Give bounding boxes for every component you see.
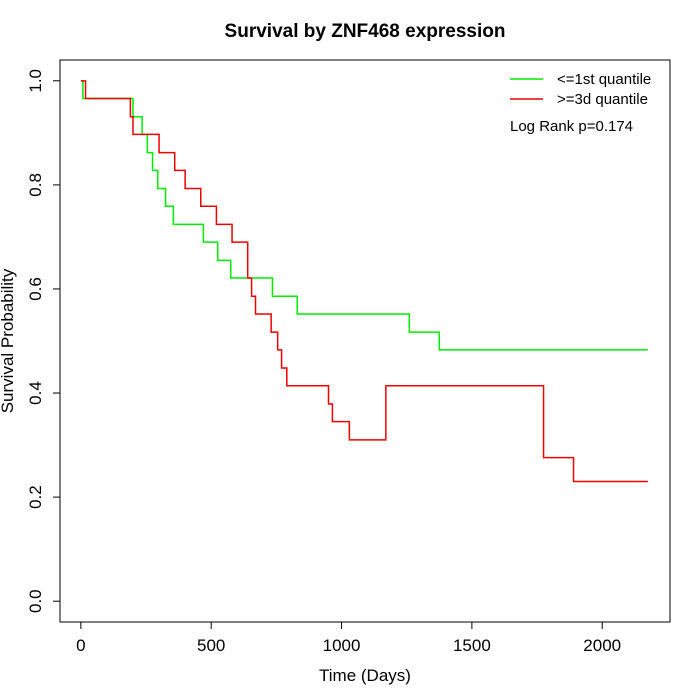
legend-label-low: <=1st quantile — [557, 71, 651, 88]
x-tick-label: 1500 — [453, 636, 491, 655]
y-axis: 0.0 0.2 0.4 0.6 0.8 1.0 — [26, 69, 61, 613]
x-axis-label: Time (Days) — [319, 666, 411, 685]
x-tick-label: 2000 — [583, 636, 621, 655]
y-tick-label: 0.4 — [26, 381, 45, 405]
y-tick-label: 0.0 — [26, 589, 45, 613]
log-rank-annotation: Log Rank p=0.174 — [510, 118, 633, 135]
y-tick-label: 0.6 — [26, 277, 45, 301]
series-layer — [80, 80, 648, 483]
y-tick-label: 0.8 — [26, 173, 45, 197]
legend: <=1st quantile >=3d quantile — [510, 71, 651, 108]
legend-label-high: >=3d quantile — [557, 91, 648, 108]
x-axis: 0 500 1000 1500 2000 — [76, 621, 621, 655]
chart-title: Survival by ZNF468 expression — [225, 21, 506, 42]
survival-curve-low — [80, 80, 648, 351]
x-tick-label: 0 — [76, 636, 85, 655]
x-tick-label: 1000 — [323, 636, 361, 655]
x-tick-label: 500 — [197, 636, 225, 655]
y-tick-label: 1.0 — [26, 69, 45, 93]
y-axis-label: Survival Probability — [0, 268, 17, 413]
survival-curve-high — [80, 80, 648, 483]
plot-frame — [59, 59, 671, 623]
y-tick-label: 0.2 — [26, 485, 45, 509]
